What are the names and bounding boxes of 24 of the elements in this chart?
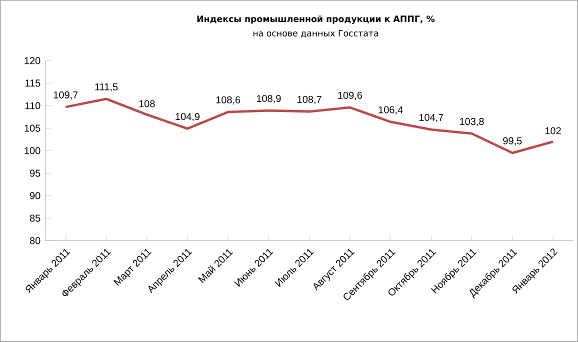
data-label: 108,7 (298, 96, 322, 104)
y-tick-label: 85 (30, 214, 40, 222)
data-label: 111,5 (95, 83, 118, 92)
y-tick-label: 120 (24, 57, 40, 64)
y-tick-label: 105 (24, 124, 40, 132)
chart-subtitle: на основе данных Госстата (253, 30, 378, 38)
data-label: 104,9 (176, 112, 200, 122)
data-label: 109,7 (54, 91, 78, 100)
data-label: 108,6 (216, 96, 240, 105)
y-tick-label: 100 (24, 147, 40, 154)
data-label: 104,7 (419, 114, 444, 122)
y-tick-label: 95 (30, 170, 40, 177)
y-tick-label: 115 (25, 80, 40, 87)
y-tick-label: 110 (25, 102, 40, 110)
data-label: 109,6 (338, 92, 362, 100)
data-label: 108,9 (256, 94, 281, 104)
data-label: 99,5 (503, 137, 522, 146)
y-tick-label: 80 (30, 237, 40, 244)
data-label: 102 (545, 127, 561, 134)
chart-title: Индексы промышленной продукции к АППГ, % (197, 15, 435, 24)
data-label: 106,4 (378, 106, 403, 114)
data-label: 108 (139, 100, 155, 108)
data-label: 103,8 (460, 118, 484, 126)
y-tick-label: 90 (30, 192, 40, 200)
